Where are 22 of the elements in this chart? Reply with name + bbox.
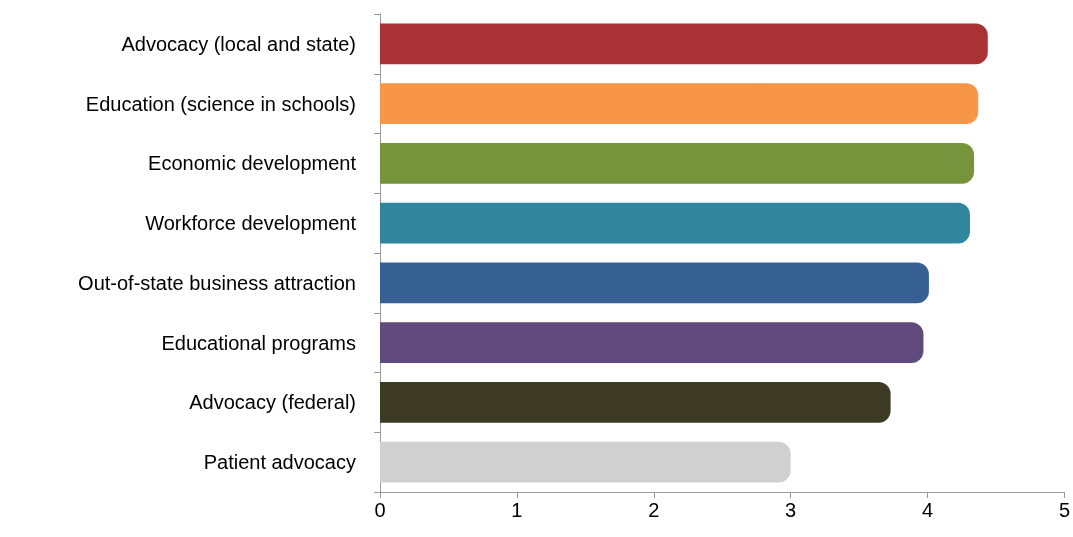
x-tick-label: 5	[1058, 499, 1070, 521]
bar	[380, 262, 929, 304]
bar	[380, 23, 988, 65]
bar	[380, 143, 975, 184]
bar	[380, 382, 891, 423]
x-tick-label: 1	[511, 499, 523, 521]
y-tick-label: Education (science in schools)	[85, 92, 356, 115]
x-tick-label: 0	[374, 499, 386, 521]
y-tick-label: Workforce development	[145, 212, 357, 235]
y-tick-label: Advocacy (local and state)	[121, 32, 356, 55]
x-tick-label: 3	[785, 499, 797, 521]
bar	[380, 202, 970, 244]
bar	[380, 322, 924, 363]
y-tick-label: Educational programs	[161, 331, 356, 354]
x-tick-label: 2	[648, 499, 660, 521]
y-tick-label: Economic development	[148, 152, 357, 175]
bar	[380, 441, 791, 483]
bar	[380, 83, 979, 124]
y-tick-label: Patient advocacy	[203, 451, 356, 474]
x-tick-label: 4	[921, 499, 934, 521]
y-tick-label: Out-of-state business attraction	[78, 271, 356, 294]
y-tick-label: Advocacy (federal)	[189, 391, 356, 414]
